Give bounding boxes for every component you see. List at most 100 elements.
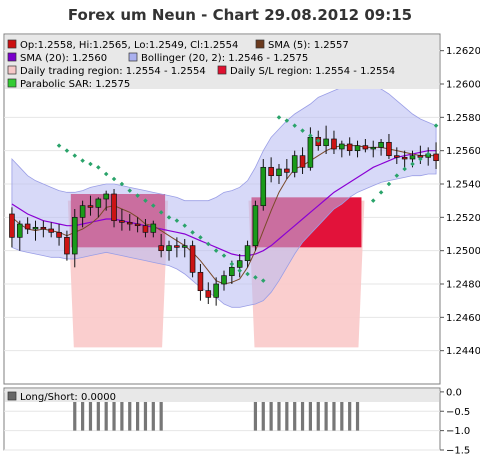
candle-body: [409, 155, 416, 160]
candle-body: [181, 245, 188, 248]
candle-body: [71, 216, 78, 255]
candle-body: [213, 283, 219, 298]
main-legend: Op:1.2558, Hi:1.2565, Lo:1.2549, Cl:1.25…: [5, 35, 439, 90]
ls-bar: [300, 391, 305, 431]
ls-bar: [316, 391, 320, 431]
sar-dot: [394, 173, 400, 178]
candle-body: [299, 155, 306, 168]
sar-dot: [80, 158, 85, 163]
candle-body: [103, 193, 109, 200]
legend-swatch: [7, 65, 17, 75]
candle-body: [174, 245, 180, 248]
candle-body: [126, 221, 133, 225]
sar-dot: [300, 128, 305, 133]
candle-body: [236, 260, 243, 268]
candle-body: [362, 145, 369, 150]
y-tick-label: 1.2600: [446, 80, 480, 91]
candle-body: [111, 193, 117, 222]
candle-body: [56, 231, 62, 238]
y-tick-label: 1.2480: [446, 280, 480, 291]
candle-body: [95, 198, 102, 208]
legend-swatch: [128, 52, 138, 62]
candle-body: [87, 205, 94, 208]
candle-body: [150, 223, 157, 233]
sar-dot: [111, 176, 117, 182]
y-tick-label: 1.2560: [446, 146, 480, 157]
legend-label: Daily trading region: 1.2554 - 1.2554: [20, 66, 206, 77]
sar-dot: [103, 171, 109, 177]
candle-body: [79, 205, 86, 218]
candle-body: [134, 223, 141, 227]
ls-bar: [324, 391, 328, 431]
legend-swatch: [7, 78, 17, 88]
y-tick-label: 1.2580: [446, 113, 480, 124]
y-tick-label: 1.2540: [446, 180, 480, 191]
sar-dot: [253, 275, 258, 280]
ls-bar: [143, 391, 148, 431]
y-tick-label: 1.2620: [446, 46, 480, 57]
candle-body: [48, 228, 54, 233]
candle-body: [244, 245, 251, 262]
candle-body: [16, 223, 23, 238]
ls-bar: [308, 391, 312, 431]
legend-swatch: [7, 52, 17, 62]
main-y-axis: 1.2440 1.2460 1.2480 1.2500 1.2520 1.2540 1.25…: [440, 46, 480, 357]
ls-bar: [332, 391, 336, 431]
candle-body: [307, 136, 314, 168]
sar-dot: [119, 181, 125, 187]
candle-body: [323, 138, 329, 147]
candle-body: [401, 156, 408, 160]
candle-body: [64, 236, 70, 255]
candle-body: [284, 168, 290, 173]
bollinger-fill: [11, 83, 437, 308]
candle-body: [40, 226, 47, 230]
ls-legend-label: Long/Short: 0.0000: [20, 392, 116, 403]
ls-legend-background: [5, 389, 439, 402]
ls-y-axis: 0.0 −0.5 −1.0 −1.5: [440, 387, 470, 457]
ls-bars: [73, 391, 360, 431]
parabolic-sar: [56, 115, 439, 283]
candle-body: [229, 266, 235, 277]
sar-dot: [261, 278, 266, 283]
sar-dot: [72, 153, 78, 158]
sar-dot: [64, 148, 70, 153]
candle-body: [433, 153, 439, 162]
y-tick-label: 1.2500: [446, 246, 480, 257]
legend-label: Op:1.2558, Hi:1.2565, Lo:1.2549, Cl:1.25…: [20, 40, 238, 51]
ls-bar: [81, 391, 85, 431]
ls-bar: [112, 391, 116, 431]
sar-dot: [237, 268, 242, 273]
candle-body: [386, 141, 392, 157]
candle-body: [346, 143, 353, 152]
legend-label: SMA (20): 1.2560: [20, 53, 107, 64]
ls-bar: [340, 391, 344, 431]
sar-dot: [88, 161, 93, 167]
legend-background: [5, 35, 439, 89]
candle-body: [394, 155, 400, 158]
sar-dot: [378, 190, 384, 195]
candle-body: [370, 146, 377, 150]
ls-bar: [88, 391, 93, 431]
candle-body: [142, 225, 149, 233]
ls-bar: [277, 391, 281, 431]
ls-bar: [96, 391, 100, 431]
ls-bar: [120, 391, 124, 431]
legend-swatch: [255, 39, 265, 49]
ls-bar: [151, 391, 155, 431]
ls-bar: [136, 391, 140, 431]
candle-body: [9, 213, 15, 238]
candle-body: [268, 166, 274, 177]
legend-label: SMA (5): 1.2557: [268, 40, 349, 51]
candle-body: [331, 138, 337, 150]
sar-dot: [425, 151, 431, 157]
candle-body: [276, 168, 282, 177]
candle-body: [197, 271, 204, 292]
ls-bar: [159, 391, 163, 431]
y-tick-label: 1.2440: [446, 346, 480, 357]
candle-body: [339, 143, 345, 150]
ls-y-tick-label: 0.0: [446, 387, 462, 398]
candle-body: [378, 141, 384, 148]
ls-bar: [261, 391, 265, 431]
legend-label: Bollinger (20, 2): 1.2546 - 1.2575: [141, 53, 308, 64]
ls-bar: [348, 391, 352, 431]
